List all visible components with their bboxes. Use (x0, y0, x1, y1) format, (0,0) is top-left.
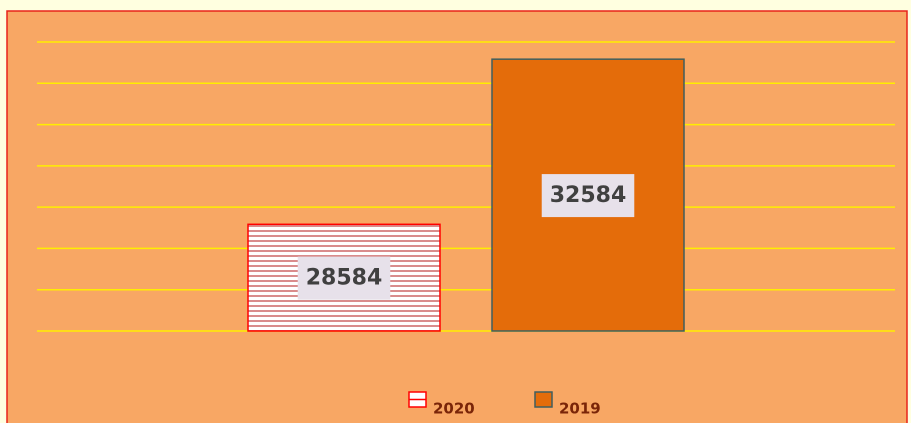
legend-label: 2019 (559, 400, 601, 418)
plot-background (6, 10, 908, 423)
data-label-box (541, 174, 635, 218)
legend-label: 2020 (433, 400, 475, 418)
data-label-box (297, 256, 391, 300)
legend-swatch (534, 391, 553, 408)
data-label: 32584 (550, 183, 627, 208)
data-label: 28584 (306, 266, 383, 291)
